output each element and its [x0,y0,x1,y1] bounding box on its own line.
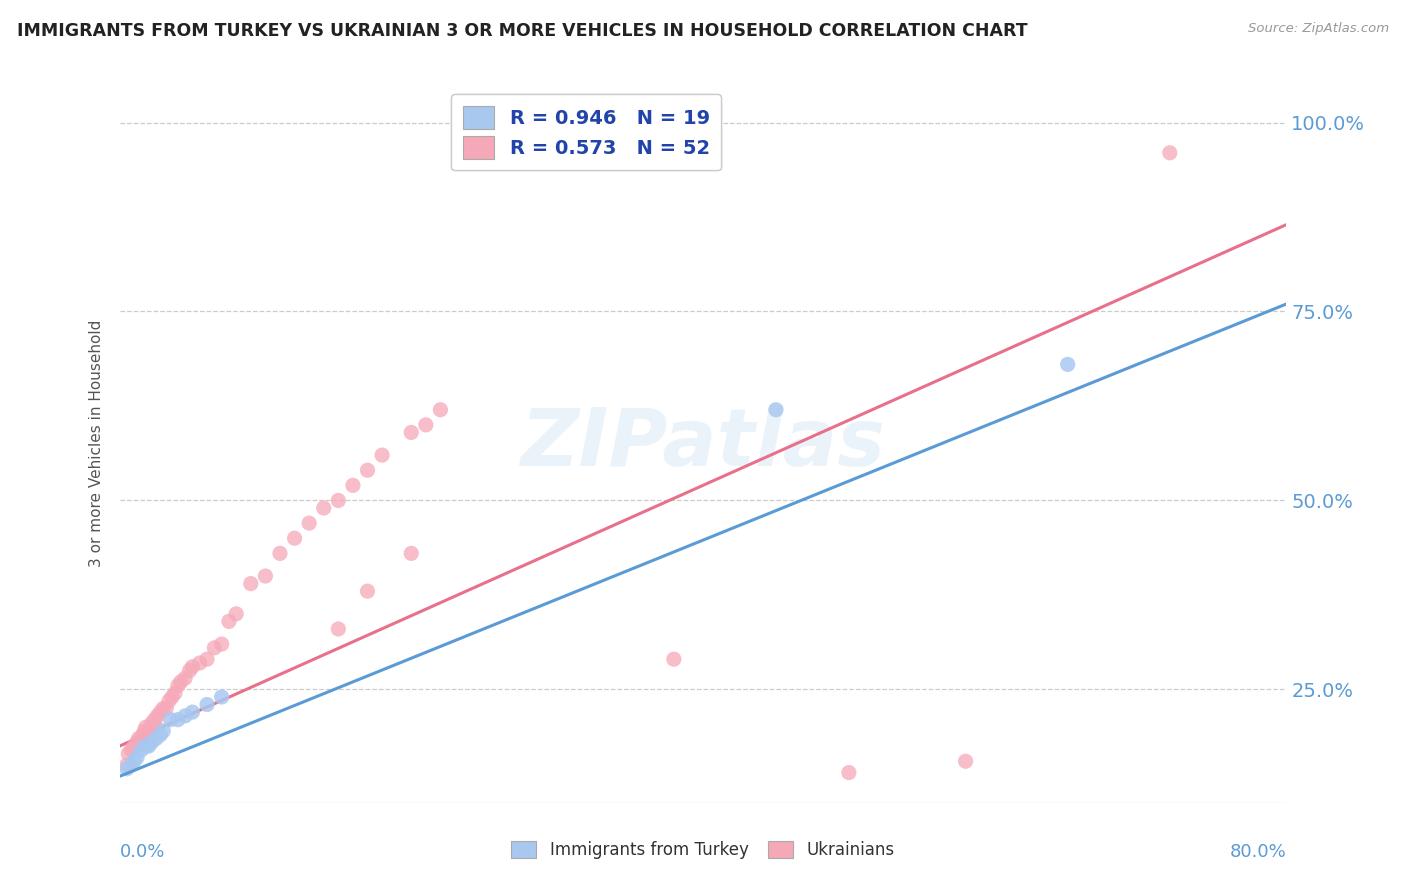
Point [415,417,437,432]
Text: 0.0%: 0.0% [120,843,165,861]
Point [149,705,172,719]
Point [188,656,211,670]
Text: ZIPatlas: ZIPatlas [520,405,886,483]
Point [159,713,181,727]
Point [146,709,169,723]
Point [152,701,174,715]
Point [135,720,157,734]
Point [838,765,860,780]
Point [135,739,157,753]
Legend: Immigrants from Turkey, Ukrainians: Immigrants from Turkey, Ukrainians [505,834,901,866]
Point [152,724,174,739]
Point [181,659,204,673]
Point [170,674,193,689]
Point [211,690,233,704]
Point [342,478,364,492]
Point [117,747,139,761]
Point [202,640,225,655]
Point [371,448,394,462]
Point [218,615,240,629]
Point [125,750,148,764]
Legend: R = 0.946   N = 19, R = 0.573   N = 52: R = 0.946 N = 19, R = 0.573 N = 52 [451,95,721,170]
Point [662,652,685,666]
Point [356,463,378,477]
Point [195,652,218,666]
Point [163,686,186,700]
Point [1056,358,1078,372]
Point [174,671,197,685]
Point [132,728,155,742]
Point [143,713,166,727]
Point [328,493,350,508]
Point [955,754,977,768]
Point [160,690,183,704]
Point [145,731,167,746]
Point [115,758,138,772]
Text: 80.0%: 80.0% [1230,843,1286,861]
Point [125,735,148,749]
Point [269,546,291,560]
Point [149,728,172,742]
Point [179,664,201,678]
Point [138,724,160,739]
Text: Source: ZipAtlas.com: Source: ZipAtlas.com [1249,22,1389,36]
Point [225,607,247,621]
Point [239,576,262,591]
Point [115,762,138,776]
Point [254,569,277,583]
Point [131,743,153,757]
Point [211,637,233,651]
Point [328,622,350,636]
Point [155,701,177,715]
Point [765,402,787,417]
Point [127,731,149,746]
Point [401,546,423,560]
Point [181,705,204,719]
Y-axis label: 3 or more Vehicles in Household: 3 or more Vehicles in Household [89,320,104,567]
Point [166,713,188,727]
Point [134,724,156,739]
Point [283,531,307,545]
Point [131,731,153,746]
Point [356,584,378,599]
Point [174,709,197,723]
Point [120,743,142,757]
Point [166,679,188,693]
Point [298,516,321,530]
Point [138,739,160,753]
Point [157,694,180,708]
Point [141,716,163,731]
Point [120,758,142,772]
Point [145,720,167,734]
Point [312,501,335,516]
Point [195,698,218,712]
Point [401,425,423,440]
Point [122,754,145,768]
Point [122,739,145,753]
Point [141,735,163,749]
Text: IMMIGRANTS FROM TURKEY VS UKRAINIAN 3 OR MORE VEHICLES IN HOUSEHOLD CORRELATION : IMMIGRANTS FROM TURKEY VS UKRAINIAN 3 OR… [17,22,1028,40]
Point [429,402,451,417]
Point [1159,145,1181,160]
